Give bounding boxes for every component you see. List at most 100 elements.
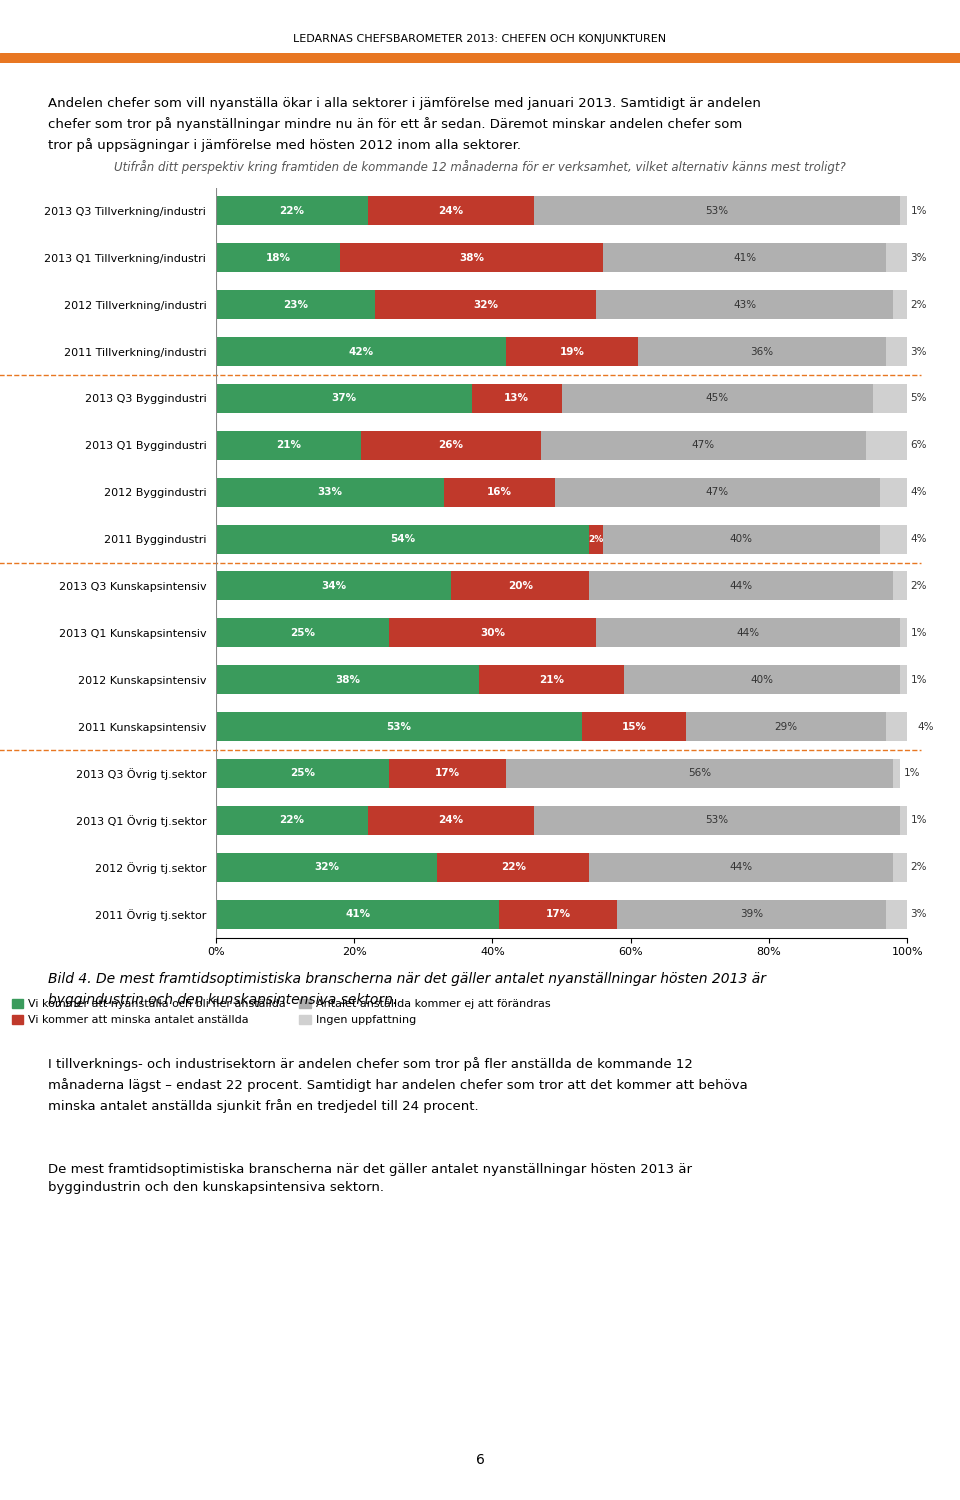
Text: 37%: 37% — [331, 393, 356, 404]
Bar — [216, 290, 375, 320]
Text: 30%: 30% — [480, 628, 505, 638]
Bar — [583, 712, 686, 741]
Bar — [596, 290, 894, 320]
Bar — [894, 852, 907, 882]
Text: 22%: 22% — [279, 816, 304, 825]
Bar — [216, 900, 499, 928]
Text: 44%: 44% — [736, 628, 759, 638]
Text: 43%: 43% — [733, 300, 756, 309]
Bar — [886, 712, 914, 741]
Bar — [375, 290, 596, 320]
Text: 15%: 15% — [622, 722, 647, 732]
Bar — [216, 525, 589, 554]
Text: 2%: 2% — [588, 534, 604, 543]
Text: 1%: 1% — [911, 675, 927, 684]
Bar — [873, 384, 907, 412]
Text: 40%: 40% — [751, 675, 774, 684]
Bar — [444, 477, 555, 507]
Bar — [216, 712, 583, 741]
Text: LEDARNAS CHEFSBAROMETER 2013: CHEFEN OCH KONJUNKTUREN: LEDARNAS CHEFSBAROMETER 2013: CHEFEN OCH… — [294, 34, 666, 44]
Text: 34%: 34% — [321, 580, 346, 591]
Bar — [499, 900, 617, 928]
Text: 32%: 32% — [314, 862, 339, 871]
Bar — [437, 852, 589, 882]
Text: 24%: 24% — [439, 816, 464, 825]
Text: 40%: 40% — [730, 534, 753, 544]
Bar — [341, 243, 603, 273]
Bar — [894, 290, 907, 320]
Text: 17%: 17% — [435, 768, 460, 778]
Bar — [900, 196, 907, 225]
Bar — [866, 430, 907, 460]
Bar — [562, 384, 873, 412]
Legend: Vi kommer att nyanställa och bli fler anställda, Vi kommer att minska antalet an: Vi kommer att nyanställa och bli fler an… — [8, 994, 555, 1029]
Text: 47%: 47% — [692, 441, 715, 450]
Text: 44%: 44% — [730, 862, 753, 871]
Text: 39%: 39% — [740, 909, 763, 920]
Bar — [900, 806, 907, 836]
Text: 21%: 21% — [276, 441, 301, 450]
Bar — [686, 712, 886, 741]
Bar — [894, 759, 900, 788]
Bar — [216, 852, 437, 882]
Text: 56%: 56% — [688, 768, 711, 778]
Bar — [596, 618, 900, 648]
Bar — [540, 430, 866, 460]
Bar — [479, 664, 624, 694]
Text: 6%: 6% — [911, 441, 927, 450]
Text: 2%: 2% — [911, 580, 927, 591]
Bar — [389, 759, 506, 788]
Bar — [603, 243, 886, 273]
Bar — [555, 477, 879, 507]
Text: 53%: 53% — [706, 206, 729, 216]
Text: 33%: 33% — [318, 488, 343, 496]
Bar — [886, 243, 907, 273]
Text: 53%: 53% — [706, 816, 729, 825]
Text: 16%: 16% — [487, 488, 512, 496]
Bar — [900, 618, 907, 648]
Bar — [900, 664, 907, 694]
Text: De mest framtidsoptimistiska branscherna när det gäller antalet nyanställningar : De mest framtidsoptimistiska branscherna… — [48, 1162, 692, 1194]
Text: 4%: 4% — [918, 722, 934, 732]
Text: 41%: 41% — [346, 909, 371, 920]
Text: 19%: 19% — [560, 346, 585, 357]
Text: 3%: 3% — [911, 254, 927, 262]
Text: 2%: 2% — [911, 862, 927, 871]
Bar — [589, 852, 894, 882]
Bar — [216, 243, 341, 273]
Text: 4%: 4% — [911, 534, 927, 544]
Text: 3%: 3% — [911, 909, 927, 920]
Text: 36%: 36% — [751, 346, 774, 357]
Text: 44%: 44% — [730, 580, 753, 591]
Text: 53%: 53% — [387, 722, 412, 732]
Text: I tillverknings- och industrisektorn är andelen chefer som tror på fler anställd: I tillverknings- och industrisektorn är … — [48, 1058, 748, 1113]
Bar — [216, 430, 361, 460]
Bar — [534, 196, 900, 225]
Bar — [361, 430, 540, 460]
Text: 22%: 22% — [501, 862, 526, 871]
Text: Andelen chefer som vill nyanställa ökar i alla sektorer i jämförelse med januari: Andelen chefer som vill nyanställa ökar … — [48, 98, 761, 152]
Bar — [589, 572, 894, 600]
Text: 23%: 23% — [283, 300, 308, 309]
Text: Utifrån ditt perspektiv kring framtiden de kommande 12 månaderna för er verksamh: Utifrån ditt perspektiv kring framtiden … — [114, 160, 846, 174]
Text: 2%: 2% — [911, 300, 927, 309]
Text: 25%: 25% — [290, 628, 315, 638]
Bar — [506, 338, 637, 366]
Text: 24%: 24% — [439, 206, 464, 216]
Text: 17%: 17% — [545, 909, 570, 920]
Bar — [534, 806, 900, 836]
Bar — [216, 618, 389, 648]
Bar — [451, 572, 589, 600]
Bar — [216, 384, 471, 412]
Text: 1%: 1% — [911, 816, 927, 825]
Bar — [603, 525, 879, 554]
Bar — [216, 806, 368, 836]
Text: 20%: 20% — [508, 580, 533, 591]
Text: Bild 4. De mest framtidsoptimistiska branscherna när det gäller antalet nyanstäl: Bild 4. De mest framtidsoptimistiska bra… — [48, 972, 766, 1006]
Bar — [637, 338, 886, 366]
Bar — [368, 196, 534, 225]
Text: 45%: 45% — [706, 393, 729, 404]
Text: 13%: 13% — [504, 393, 529, 404]
Text: 1%: 1% — [903, 768, 921, 778]
Text: 47%: 47% — [706, 488, 729, 496]
